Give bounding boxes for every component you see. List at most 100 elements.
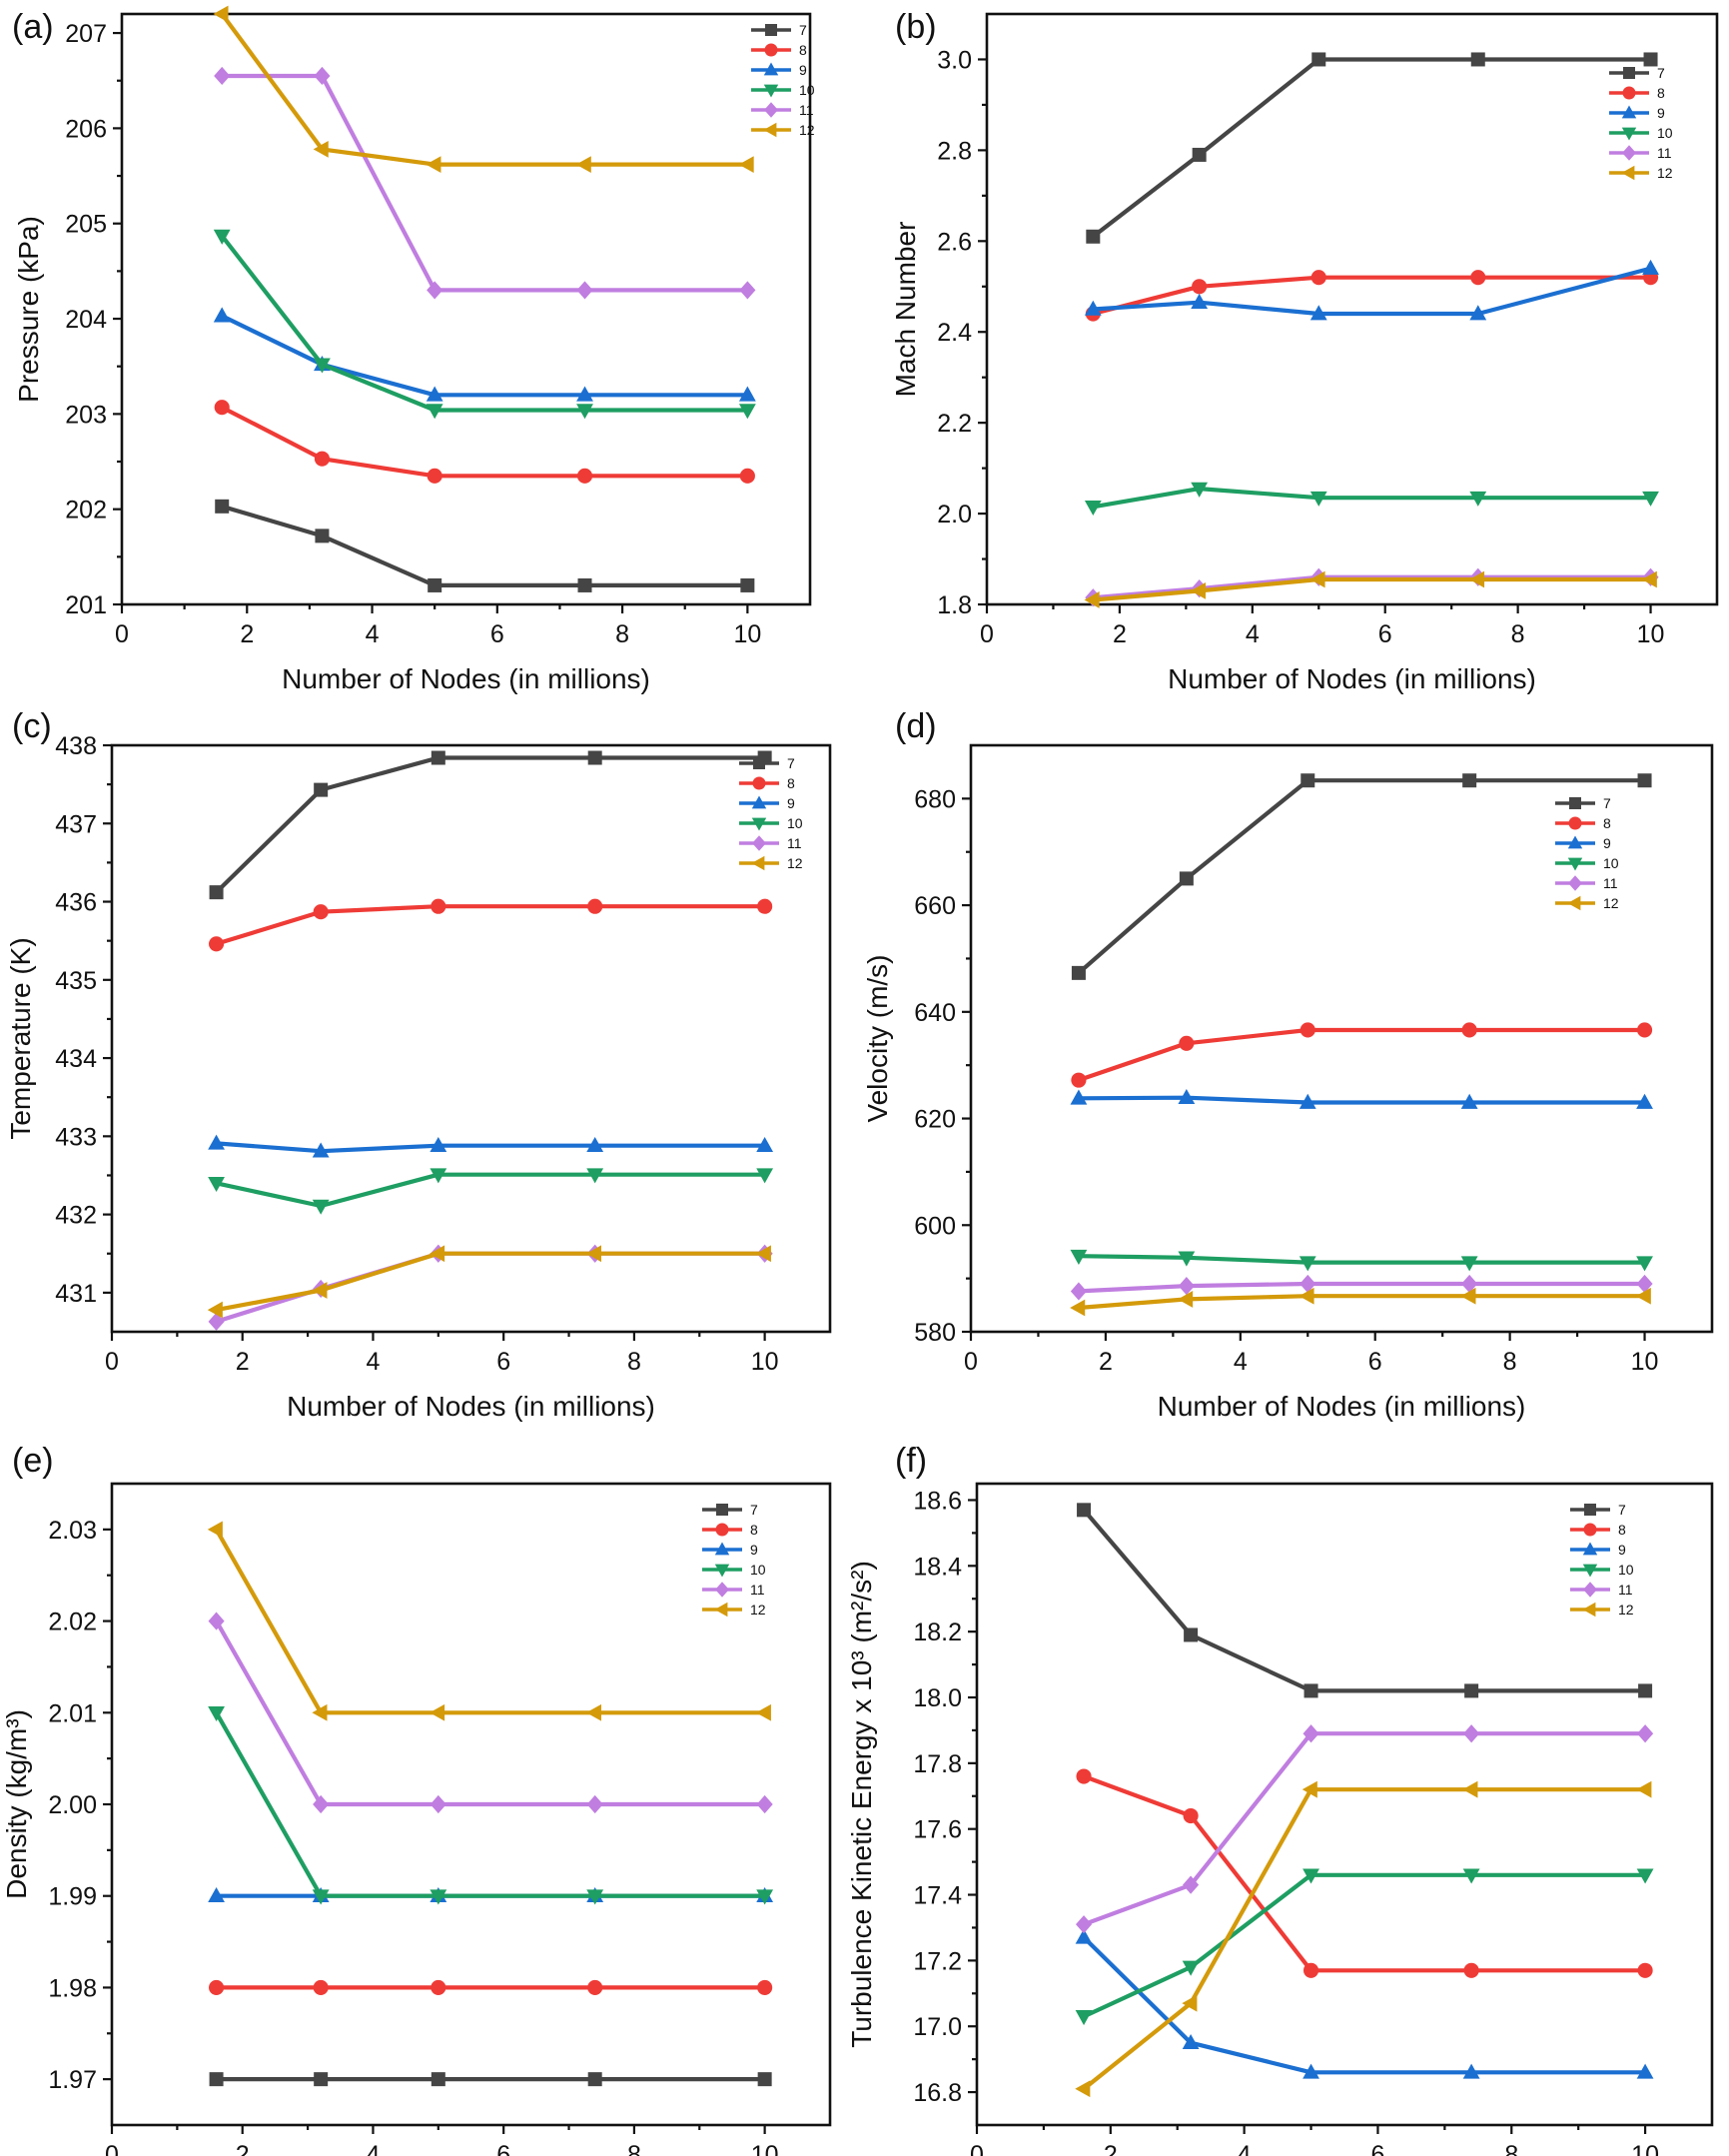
data-point xyxy=(1638,1683,1653,1698)
data-point xyxy=(1086,229,1101,244)
series-line xyxy=(1076,1254,1647,1265)
y-tick-label: 201 xyxy=(65,591,107,619)
x-tick-label: 8 xyxy=(627,1348,641,1376)
x-tick-label: 10 xyxy=(1631,1348,1659,1376)
data-point xyxy=(1469,305,1487,321)
data-point xyxy=(587,1979,603,1995)
data-point xyxy=(214,400,230,416)
y-tick-label: 435 xyxy=(55,967,97,995)
data-point xyxy=(1302,2063,1319,2079)
legend-swatch-marker xyxy=(714,1602,728,1617)
series-line xyxy=(214,1172,767,1209)
data-point xyxy=(430,1245,445,1263)
legend-swatch-marker xyxy=(1621,165,1635,181)
legend-swatch-marker xyxy=(1567,857,1583,871)
legend-swatch-marker xyxy=(1583,1523,1597,1537)
legend-swatch-marker xyxy=(1568,816,1582,830)
data-point xyxy=(1470,52,1485,67)
legend-swatch-marker xyxy=(1582,1602,1596,1617)
y-tick-label: 431 xyxy=(55,1280,97,1308)
data-point xyxy=(207,1521,223,1539)
x-tick-label: 2 xyxy=(240,620,254,648)
series-8 xyxy=(209,1979,773,1995)
legend: 7 8 9 10 11 12 xyxy=(1570,1502,1634,1617)
x-tick-label: 8 xyxy=(1504,2141,1518,2156)
data-point xyxy=(313,140,329,158)
y-tick-label: 203 xyxy=(65,401,107,429)
data-point xyxy=(576,386,593,402)
y-tick-label: 433 xyxy=(55,1123,97,1151)
data-point xyxy=(1460,1287,1476,1305)
legend-swatch-marker xyxy=(714,1542,730,1556)
data-point xyxy=(757,2072,772,2087)
data-point xyxy=(431,750,445,765)
plot-frame xyxy=(985,12,1719,606)
legend-swatch-marker xyxy=(1621,127,1637,141)
series-10 xyxy=(1070,1249,1653,1272)
legend-label: 11 xyxy=(1618,1582,1633,1598)
y-tick-label: 206 xyxy=(65,115,107,143)
data-point xyxy=(1192,147,1207,162)
panel-label: (f) xyxy=(895,1442,927,1480)
legend-label: 8 xyxy=(787,775,795,791)
series-11 xyxy=(1070,1274,1653,1301)
series-line xyxy=(220,73,750,293)
data-point xyxy=(1636,1274,1653,1294)
data-point xyxy=(1300,773,1315,788)
x-tick-label: 2 xyxy=(1113,620,1127,648)
series-12 xyxy=(207,1245,771,1319)
data-point xyxy=(1076,1915,1093,1934)
data-point xyxy=(208,1134,225,1150)
legend-label: 12 xyxy=(787,855,803,871)
data-point xyxy=(313,1794,330,1814)
data-point xyxy=(1070,1299,1086,1317)
data-point xyxy=(1178,1277,1195,1296)
legend-swatch-marker xyxy=(716,1504,728,1516)
legend-swatch-marker xyxy=(1622,86,1636,100)
plot-frame xyxy=(975,1482,1714,2127)
y-tick-label: 640 xyxy=(914,999,956,1027)
data-point xyxy=(312,1889,330,1905)
legend-label: 7 xyxy=(1603,795,1611,811)
legend-swatch-marker xyxy=(1584,1504,1596,1516)
data-point xyxy=(431,898,446,914)
data-point xyxy=(1464,1683,1479,1698)
legend-label: 9 xyxy=(1618,1542,1626,1558)
series-line xyxy=(214,1527,767,1715)
data-point xyxy=(585,1703,601,1721)
y-axis-label: Temperature (K) xyxy=(5,937,36,1139)
series-line xyxy=(1076,1027,1647,1083)
series-12 xyxy=(1084,570,1657,608)
legend-label: 12 xyxy=(1603,895,1619,911)
x-tick-label: 10 xyxy=(751,1348,779,1376)
series-7 xyxy=(1086,52,1658,244)
data-point xyxy=(209,885,224,900)
y-tick-label: 1.99 xyxy=(48,1883,97,1911)
data-point xyxy=(1298,1287,1314,1305)
legend-label: 8 xyxy=(799,42,807,58)
series-line xyxy=(214,904,767,946)
legend-label: 12 xyxy=(1618,1602,1634,1617)
legend-swatch-marker xyxy=(751,855,765,871)
data-point xyxy=(1182,2033,1200,2049)
x-tick-label: 6 xyxy=(496,2141,510,2156)
data-point xyxy=(313,1979,329,1995)
data-point xyxy=(1637,773,1652,788)
legend-label: 7 xyxy=(787,755,795,771)
data-point xyxy=(1070,1282,1087,1301)
plot-frame xyxy=(120,12,812,606)
series-7 xyxy=(1077,1503,1653,1698)
data-point xyxy=(430,1889,447,1905)
data-point xyxy=(431,1979,446,1995)
legend-swatch-marker xyxy=(751,817,767,831)
legend: 7 8 9 10 11 12 xyxy=(1555,795,1619,911)
series-line xyxy=(1091,57,1653,239)
series-11 xyxy=(214,66,756,300)
x-tick-label: 0 xyxy=(115,620,129,648)
y-tick-label: 205 xyxy=(65,211,107,239)
data-point xyxy=(587,2072,602,2087)
legend-swatch-marker xyxy=(1583,1582,1597,1598)
series-11 xyxy=(1085,567,1659,607)
x-tick-label: 6 xyxy=(490,620,504,648)
y-tick-label: 17.8 xyxy=(913,1750,962,1778)
